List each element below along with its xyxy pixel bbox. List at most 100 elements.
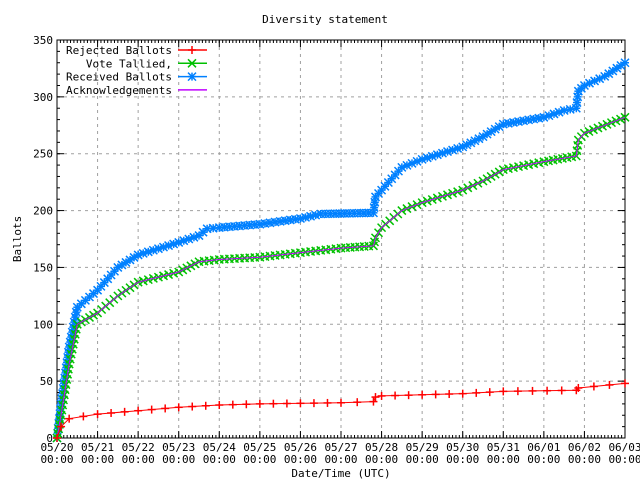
y-tick-label: 350 [33,34,53,47]
data-point-plus [188,402,197,411]
x-tick-label-date: 05/31 [487,441,520,454]
data-point-plus [134,406,143,415]
x-tick-label-time: 00:00 [324,453,357,466]
data-point-plus [557,386,566,395]
data-point-plus [147,405,156,414]
data-point-plus [296,399,305,408]
marker-stroke [187,58,197,68]
data-point-plus [445,390,454,399]
legend-label: Acknowledgements [66,84,172,97]
data-point-plus [589,382,598,391]
x-tick-label-date: 06/02 [568,441,601,454]
x-tick-label-time: 00:00 [243,453,276,466]
x-tick-label-time: 00:00 [487,453,520,466]
marker-stroke [442,147,453,157]
x-axis-label: Date/Time (UTC) [291,467,390,480]
x-tick-label-time: 00:00 [527,453,560,466]
data-point-star [133,250,143,260]
data-point-plus [369,397,378,406]
data-point-star [422,153,432,163]
data-point-plus [377,391,386,400]
marker-stroke [133,250,143,260]
marker-stroke [208,223,218,233]
marker-stroke [164,241,174,251]
x-tick-label-date: 05/29 [406,441,439,454]
marker-stroke [179,236,189,246]
data-point-plus [215,401,224,410]
data-point-plus [605,380,614,389]
marker-stroke [427,151,437,161]
data-point-star [148,245,158,255]
data-point-plus [309,399,318,408]
x-tick-label-date: 05/30 [446,441,479,454]
x-tick-label-date: 05/21 [81,441,114,454]
plot-border [56,39,626,439]
data-point-plus [499,387,508,396]
data-point-plus [323,398,332,407]
marker-stroke [422,153,432,163]
marker-stroke [148,245,158,255]
y-tick-label: 300 [33,91,53,104]
data-point-plus [353,398,362,407]
x-tick-label-date: 05/28 [365,441,398,454]
marker-stroke [437,148,447,158]
chart-title: Diversity statement [262,13,388,26]
y-tick-label: 0 [46,432,53,445]
marker-stroke [549,109,559,119]
data-point-plus [458,389,467,398]
data-point-plus [255,399,264,408]
legend-label: Received Ballots [66,71,172,84]
data-point-plus [107,408,116,417]
marker-stroke [432,150,442,160]
x-tick-label-date: 06/03 [608,441,640,454]
x-tick-label-time: 00:00 [568,453,601,466]
data-point-plus [174,403,183,412]
data-point-plus [79,412,88,421]
marker-stroke [620,58,630,68]
marker-stroke [187,72,197,82]
x-tick-label-time: 00:00 [608,453,640,466]
x-tick-label-time: 00:00 [446,453,479,466]
y-tick-label: 200 [33,205,53,218]
data-point-plus [120,407,129,416]
data-point-star [549,109,559,119]
x-tick-label-time: 00:00 [162,453,195,466]
marker-stroke [554,107,564,117]
data-point-cross [187,58,197,68]
data-point-plus [53,434,61,442]
data-point-plus [282,399,291,408]
marker-stroke [417,154,427,164]
y-tick-label: 250 [33,148,53,161]
data-point-star [184,234,194,244]
data-point-star [158,242,169,252]
marker-stroke [539,112,549,122]
marker-stroke [143,247,153,257]
x-tick-label-time: 00:00 [81,453,114,466]
x-tick-label-date: 05/23 [162,441,195,454]
data-point-star [153,244,163,254]
data-point-plus [269,399,278,408]
data-point-plus [574,383,583,392]
x-tick-label-time: 00:00 [365,453,398,466]
marker-stroke [184,234,194,244]
data-point-plus [528,386,537,395]
marker-stroke [453,143,463,153]
x-tick-label-time: 00:00 [122,453,155,466]
data-point-star [494,122,504,132]
data-point-plus [418,390,427,399]
marker-stroke [174,237,184,247]
x-tick-label-date: 06/01 [527,441,560,454]
marker-stroke [448,145,458,155]
marker-stroke [559,105,569,116]
data-point-plus [404,391,413,400]
data-point-plus [161,404,170,413]
marker-stroke [544,111,554,121]
data-point-star [620,58,630,68]
data-point-star [442,147,453,157]
marker-stroke [169,239,179,249]
data-point-plus [391,391,400,400]
x-tick-label-date: 05/22 [122,441,155,454]
data-point-plus [242,400,251,409]
legend-label: Vote Tallied, [86,57,172,70]
marker-stroke [565,104,575,114]
